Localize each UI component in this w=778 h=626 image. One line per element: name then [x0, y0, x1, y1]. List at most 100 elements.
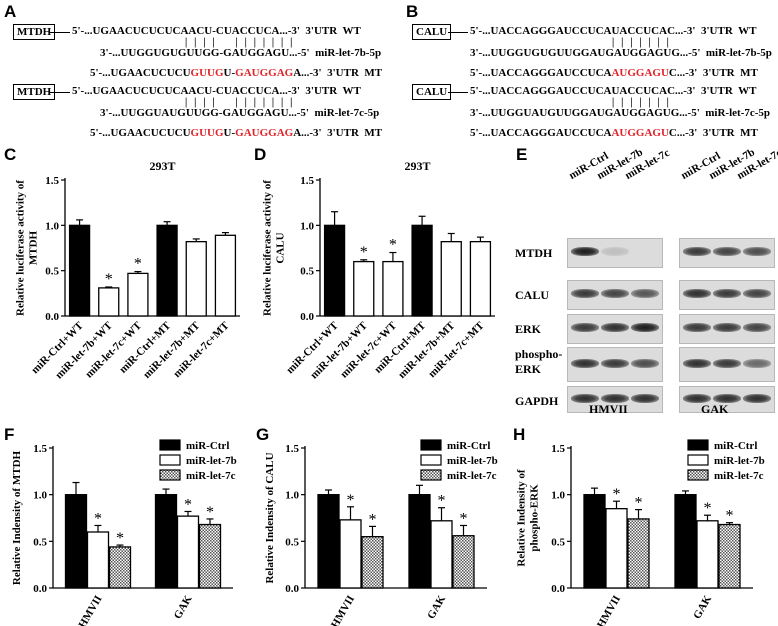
- cell-line-label-HMVII: HMVII: [589, 402, 628, 416]
- band-GAK-miR-let-7b: [713, 358, 741, 368]
- connector-line: [448, 32, 468, 33]
- y-tick-label: 0.5: [45, 266, 59, 278]
- legend-swatch-miR-let-7c: [687, 469, 709, 481]
- y-tick-label: 0.0: [285, 583, 299, 595]
- bar-miR-let-7b-HMVII: [86, 531, 110, 589]
- y-axis-label: Relative luciferase activity ofMTDH: [15, 180, 40, 316]
- significance-star: *: [94, 510, 102, 527]
- panel-label-a: A: [4, 2, 17, 21]
- significance-star: *: [116, 530, 124, 547]
- y-axis-label: Relative Indensity ofphospho-ERK: [516, 469, 541, 567]
- y-tick-label: 1.5: [551, 443, 565, 455]
- panel-label-g: G: [256, 425, 270, 444]
- band-HMVII-miR-let-7b: [601, 358, 629, 368]
- band-GAK-miR-Ctrl: [683, 323, 711, 332]
- bar-miR-Ctrl-GAK: [408, 494, 431, 589]
- base-pairing-lines: | | | | | | |: [612, 37, 672, 48]
- bar-miR-Ctrl+WT: [68, 224, 91, 317]
- band-GAK-miR-let-7c: [743, 247, 771, 256]
- x-tick-label: GAK: [172, 593, 195, 621]
- panel-label-e: E: [516, 145, 528, 164]
- bar-miR-Ctrl-HMVII: [583, 494, 606, 589]
- band-HMVII-miR-let-7c: [631, 323, 659, 332]
- mir-let-7c-sequence: 3'-...UUGGUAUGUUGG-GAUGGAGU...-5' miR-le…: [100, 107, 380, 119]
- y-axis-label-line: Relative Indensity of MTDH: [11, 450, 23, 585]
- y-tick-label: 0.5: [551, 536, 565, 548]
- bar-miR-let-7c-GAK: [198, 523, 222, 589]
- blot-row-label: GAPDH: [515, 394, 559, 408]
- legend-label-miR-Ctrl: miR-Ctrl: [186, 440, 229, 452]
- x-tick-label: HMVII: [76, 594, 104, 626]
- panel-label-b: B: [406, 2, 419, 21]
- chart-intensity-mtdh: 0.0 0.5 1.0 1.5 Relative Indensity of MTDH * *…: [11, 439, 237, 626]
- band-HMVII-miR-Ctrl: [571, 323, 599, 332]
- significance-star: *: [369, 511, 377, 528]
- bar-miR-let-7b-HMVII: [339, 519, 362, 589]
- bar-miR-let-7b-HMVII: [605, 508, 628, 589]
- y-axis-label-line: Relative luciferase activity of: [262, 180, 274, 316]
- mir-let-7c-sequence: 3'-...UUGGUAUGUUGGAUGAUGGAGUG...-5' miR-…: [470, 107, 771, 119]
- mtdh-wt-sequence: 5'-...UGAACUCUCUCAACU-CUACCUCA...-3' 3'U…: [72, 85, 361, 97]
- y-axis-label-line: Relative luciferase activity of: [15, 180, 27, 316]
- bar-miR-let-7b+MT: [185, 241, 207, 317]
- bar-miR-let-7c+WT: [382, 260, 404, 317]
- band-GAK-miR-Ctrl: [683, 247, 711, 256]
- bar-miR-Ctrl-HMVII: [317, 494, 340, 589]
- band-HMVII-miR-let-7b: [601, 323, 629, 332]
- base-pairing-lines: | | | | | | | | | | |: [185, 97, 295, 108]
- bar-miR-Ctrl-GAK: [154, 494, 178, 589]
- y-tick-label: 0.0: [33, 583, 47, 595]
- bar-miR-let-7b-GAK: [176, 515, 200, 589]
- panel-label-c: C: [4, 145, 17, 164]
- bar-miR-let-7c+MT: [214, 234, 237, 317]
- bar-miR-let-7b+WT: [353, 260, 375, 317]
- x-tick-label: GAK: [425, 593, 448, 621]
- bar-miR-let-7c-HMVII: [361, 536, 384, 589]
- y-tick-label: 1.0: [33, 490, 47, 502]
- calu-wt-sequence: 5'-...UACCAGGGAUCCUCAUACCUCAC...-3' 3'UT…: [470, 25, 757, 37]
- bar-miR-Ctrl+MT: [156, 224, 178, 317]
- legend-swatch-miR-Ctrl: [687, 439, 709, 451]
- significance-star: *: [360, 244, 368, 261]
- bar-miR-Ctrl+WT: [323, 224, 346, 317]
- legend-swatch-miR-let-7b: [159, 454, 181, 466]
- legend-swatch-miR-let-7c: [420, 469, 442, 481]
- bar-miR-let-7c+MT: [469, 241, 492, 317]
- legend-label-miR-let-7b: miR-let-7b: [186, 455, 237, 467]
- significance-star: *: [184, 496, 192, 513]
- legend-swatch-miR-let-7c: [159, 469, 181, 481]
- y-axis-label-line: phospho-ERK: [529, 484, 541, 552]
- y-tick-label: 1.5: [45, 175, 59, 187]
- gene-box-calu: CALU: [412, 84, 452, 100]
- connector-line: [448, 92, 468, 93]
- y-tick-label: 1.5: [33, 443, 47, 455]
- chart-intensity-calu: 0.0 0.5 1.0 1.5 Relative Indensity of CALU * *…: [264, 439, 498, 626]
- blot-row-label: CALU: [515, 288, 550, 302]
- band-HMVII-miR-Ctrl: [571, 247, 599, 256]
- band-GAK-miR-let-7c: [743, 289, 771, 298]
- y-tick-label: 0.5: [33, 536, 47, 548]
- band-HMVII-miR-let-7b: [601, 393, 629, 403]
- calu-wt-sequence: 5'-...UACCAGGGAUCCUCAUACCUCAC...-3' 3'UT…: [470, 85, 757, 97]
- band-GAK-miR-Ctrl: [683, 393, 711, 403]
- significance-star: *: [206, 504, 214, 521]
- legend-swatch-miR-Ctrl: [420, 439, 442, 451]
- y-axis-label-line: MTDH: [28, 230, 40, 265]
- legend-label-miR-Ctrl: miR-Ctrl: [447, 440, 490, 452]
- significance-star: *: [460, 510, 468, 527]
- bar-miR-Ctrl-GAK: [674, 494, 697, 589]
- legend-label-miR-Ctrl: miR-Ctrl: [714, 440, 757, 452]
- bar-miR-let-7b-GAK: [696, 520, 719, 589]
- band-GAK-miR-Ctrl: [683, 289, 711, 298]
- x-tick-label: HMVII: [329, 594, 357, 626]
- base-pairing-lines: | | | | | | |: [612, 97, 672, 108]
- gene-box-mtdh: MTDH: [13, 84, 56, 100]
- significance-star: *: [613, 486, 621, 503]
- panel-label-h: H: [513, 425, 526, 444]
- mtdh-mt-sequence: 5'-...UGAACUCUCUGUUGU-GAUGGAGA...-3' 3'U…: [90, 67, 383, 79]
- y-tick-label: 0.0: [551, 583, 565, 595]
- sequence-panel-a: MTDH 5'-...UGAACUCUCUCAACU-CUACCUCA...-3…: [0, 0, 400, 140]
- band-GAK-miR-let-7b: [713, 393, 741, 403]
- legend-label-miR-let-7c: miR-let-7c: [714, 470, 764, 482]
- significance-star: *: [105, 271, 113, 288]
